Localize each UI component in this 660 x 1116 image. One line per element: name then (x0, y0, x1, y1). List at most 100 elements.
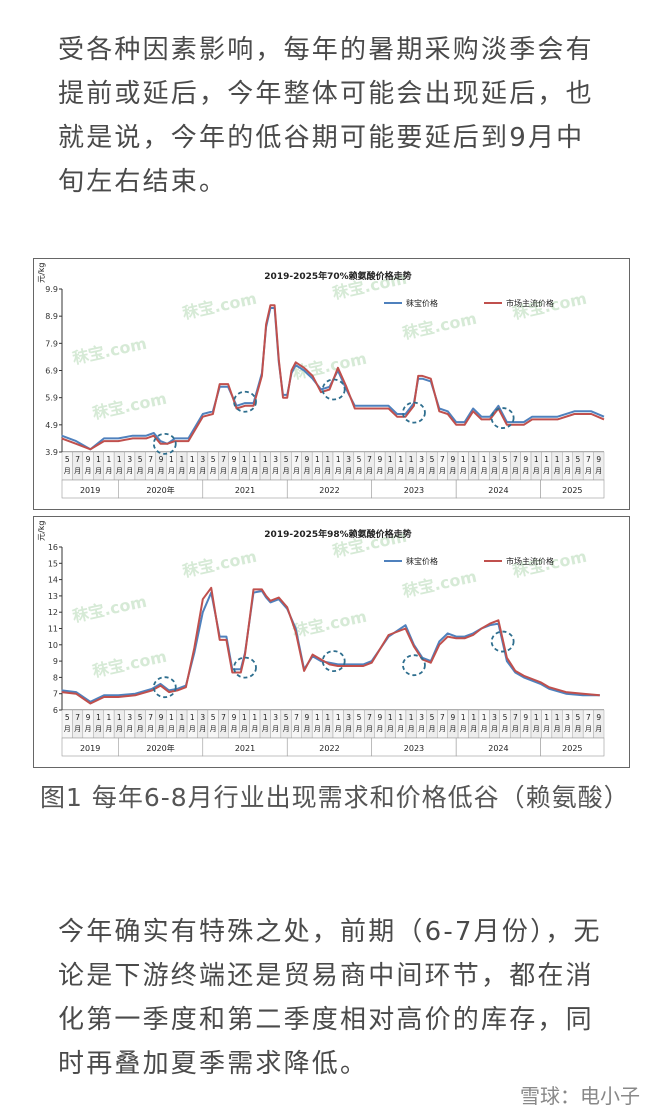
month-tick-label: 9 (378, 713, 383, 722)
month-tick-label: 5 (503, 713, 508, 722)
month-tick-sub: 月 (210, 725, 217, 733)
month-tick-sub: 月 (522, 725, 529, 733)
month-tick-label: 1 (398, 713, 403, 722)
low-period-marker (402, 401, 426, 424)
month-tick-sub: 月 (376, 725, 383, 733)
month-tick-sub: 月 (574, 467, 581, 475)
month-tick-label: 9 (232, 713, 237, 722)
month-tick-label: 9 (596, 713, 601, 722)
month-tick-label: 1 (315, 713, 320, 722)
y-tick-label: 11 (48, 625, 58, 634)
month-tick-label: 1 (315, 455, 320, 464)
month-tick-label: 7 (367, 713, 372, 722)
month-tick-label: 1 (388, 713, 393, 722)
month-tick-label: 1 (263, 455, 268, 464)
series-line-market (61, 304, 605, 451)
month-tick-sub: 月 (158, 725, 165, 733)
month-tick-sub: 月 (189, 725, 196, 733)
month-tick-label: 9 (305, 713, 310, 722)
month-tick-label: 1 (409, 455, 414, 464)
low-period-marker (321, 650, 346, 673)
month-tick-label: 5 (357, 455, 362, 464)
month-tick-sub: 月 (272, 467, 279, 475)
month-tick-sub: 月 (501, 725, 508, 733)
month-tick-label: 1 (242, 713, 247, 722)
month-tick-label: 7 (440, 455, 445, 464)
month-tick-sub: 月 (168, 467, 175, 475)
month-tick-label: 3 (127, 713, 132, 722)
year-label: 2021 (235, 744, 255, 753)
month-tick-sub: 月 (85, 467, 92, 475)
month-tick-sub: 月 (335, 725, 342, 733)
month-tick-label: 5 (284, 455, 289, 464)
month-tick-label: 3 (565, 713, 570, 722)
month-tick-label: 5 (138, 713, 143, 722)
month-tick-label: 7 (586, 455, 591, 464)
watermark-text: 秣宝.com (181, 289, 259, 323)
chart-70-lysine: 秣宝.com 秣宝.com 秣宝.com 秣宝.com 秣宝.com 秣宝.com 秣宝.c… (33, 258, 630, 510)
month-tick-sub: 月 (585, 725, 592, 733)
month-tick-sub: 月 (303, 725, 310, 733)
low-period-marker (152, 676, 177, 699)
month-tick-sub: 月 (147, 725, 154, 733)
month-tick-label: 9 (523, 455, 528, 464)
month-tick-label: 7 (513, 455, 518, 464)
month-tick-label: 7 (148, 713, 153, 722)
month-tick-sub: 月 (105, 725, 112, 733)
month-tick-label: 7 (221, 455, 226, 464)
month-tick-label: 1 (179, 713, 184, 722)
y-tick-label: 14 (48, 576, 58, 585)
series-line-market (61, 586, 600, 705)
y-tick-label: 9.9 (45, 285, 58, 294)
month-tick-label: 3 (273, 455, 278, 464)
chart-title: 2019-2025年70%赖氨酸价格走势 (264, 270, 411, 282)
month-tick-label: 7 (294, 455, 299, 464)
low-period-marker (402, 654, 426, 677)
month-tick-sub: 月 (491, 467, 498, 475)
month-tick-label: 7 (75, 455, 80, 464)
year-cell (540, 737, 605, 757)
month-tick-label: 9 (305, 455, 310, 464)
month-tick-sub: 月 (387, 467, 394, 475)
month-tick-label: 5 (65, 713, 70, 722)
month-tick-label: 1 (461, 455, 466, 464)
month-tick-sub: 月 (230, 725, 237, 733)
month-tick-label: 1 (325, 713, 330, 722)
month-tick-label: 5 (503, 455, 508, 464)
month-tick-sub: 月 (262, 725, 269, 733)
month-tick-label: 1 (325, 455, 330, 464)
month-tick-sub: 月 (116, 725, 123, 733)
month-tick-sub: 月 (470, 725, 477, 733)
month-tick-label: 7 (367, 455, 372, 464)
month-tick-sub: 月 (418, 725, 425, 733)
watermark-text: 秣宝.com (401, 309, 479, 343)
low-period-marker (233, 390, 257, 413)
month-tick-label: 1 (117, 713, 122, 722)
month-tick-label: 9 (450, 455, 455, 464)
month-tick-sub: 月 (241, 725, 248, 733)
watermark-text: 秣宝.com (91, 647, 169, 681)
month-tick-label: 3 (565, 455, 570, 464)
chart-70-svg: 秣宝.com秣宝.com秣宝.com秣宝.com秣宝.com秣宝.com秣宝.c… (37, 263, 605, 499)
month-tick-sub: 月 (324, 725, 331, 733)
month-tick-sub: 月 (251, 725, 258, 733)
month-tick-label: 9 (232, 455, 237, 464)
year-label: 2019 (80, 744, 100, 753)
month-tick-label: 3 (346, 455, 351, 464)
month-tick-sub: 月 (397, 725, 404, 733)
month-tick-sub: 月 (137, 467, 144, 475)
month-tick-sub: 月 (418, 467, 425, 475)
watermark-text: 秣宝.com (401, 567, 479, 601)
year-label: 2025 (562, 744, 582, 753)
month-tick-sub: 月 (439, 467, 446, 475)
month-tick-label: 1 (398, 455, 403, 464)
month-tick-label: 9 (159, 713, 164, 722)
legend-label-baozhi: 秣宝价格 (406, 556, 438, 566)
footer-attribution: 雪球：电小子 (520, 1084, 640, 1108)
month-tick-sub: 月 (230, 467, 237, 475)
month-tick-label: 1 (107, 455, 112, 464)
watermark-text: 秣宝.com (71, 592, 149, 626)
month-tick-label: 1 (555, 455, 560, 464)
chart-98-lysine: 秣宝.com 秣宝.com 秣宝.com 秣宝.com 秣宝.com 秣宝.com 秣宝.c… (33, 516, 630, 768)
month-tick-sub: 月 (147, 467, 154, 475)
